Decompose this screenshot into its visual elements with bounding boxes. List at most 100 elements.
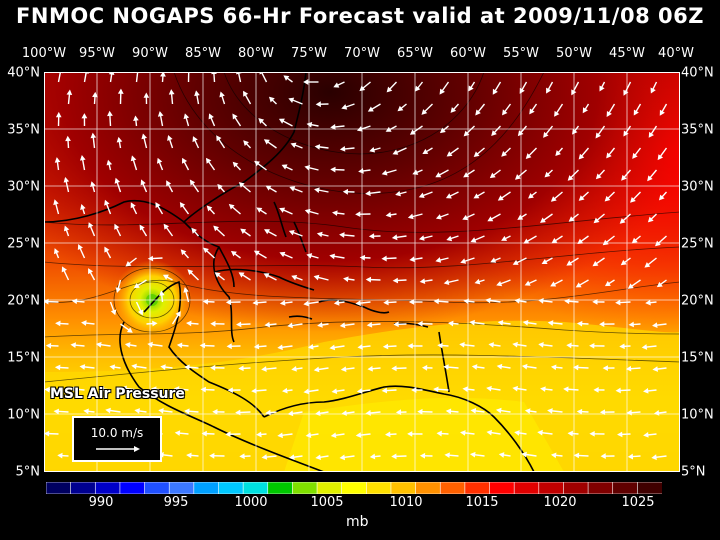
wind-arrowhead bbox=[543, 131, 549, 138]
wind-arrowhead bbox=[147, 255, 154, 262]
reference-arrow-icon bbox=[96, 446, 140, 452]
wind-arrowhead bbox=[460, 258, 467, 264]
page-title: FNMOC NOGAPS 66-Hr Forecast valid at 200… bbox=[16, 4, 704, 28]
wind-arrowhead bbox=[575, 282, 582, 288]
wind-arrowhead bbox=[502, 109, 508, 116]
wind-arrowhead bbox=[572, 128, 578, 135]
wind-arrowhead bbox=[140, 179, 146, 186]
wind-arrowhead bbox=[433, 298, 439, 305]
wind-arrowhead bbox=[214, 272, 221, 278]
lat-label: 40°N bbox=[7, 65, 40, 81]
wind-arrowhead bbox=[382, 343, 389, 350]
colorbar-swatch bbox=[587, 482, 614, 494]
colorbar-swatch bbox=[637, 482, 662, 494]
lat-label: 20°N bbox=[7, 293, 40, 309]
wind-arrowhead bbox=[359, 85, 366, 92]
wind-arrowhead bbox=[573, 452, 580, 459]
wind-arrowhead bbox=[131, 363, 137, 370]
wind-arrowhead bbox=[366, 321, 373, 328]
wind-arrow bbox=[135, 72, 139, 83]
wind-arrowhead bbox=[279, 300, 286, 306]
wind-arrowhead bbox=[329, 253, 335, 260]
wind-arrowhead bbox=[657, 154, 664, 161]
wind-arrowhead bbox=[515, 174, 521, 180]
wind-arrowhead bbox=[209, 452, 215, 459]
wind-arrowhead bbox=[81, 320, 87, 326]
wind-arrowhead bbox=[501, 150, 508, 157]
wind-arrowhead bbox=[313, 274, 320, 281]
wind-arrowhead bbox=[216, 135, 222, 142]
colorbar-swatch bbox=[341, 482, 367, 494]
colorbar-swatch bbox=[193, 482, 220, 494]
colorbar-swatch bbox=[563, 482, 589, 494]
wind-arrowhead bbox=[61, 266, 67, 273]
wind-arrowhead bbox=[435, 257, 442, 263]
wind-arrowhead bbox=[547, 408, 553, 414]
wind-arrowhead bbox=[547, 320, 554, 326]
wind-arrowhead bbox=[385, 431, 391, 438]
wind-arrowhead bbox=[409, 256, 415, 263]
wind-arrowhead bbox=[339, 454, 346, 461]
wind-arrowhead bbox=[156, 157, 163, 164]
lat-label: 35°N bbox=[681, 122, 714, 138]
wind-arrowhead bbox=[495, 407, 502, 414]
wind-arrowhead bbox=[202, 298, 209, 305]
wind-arrowhead bbox=[392, 277, 399, 284]
wind-arrowhead bbox=[446, 235, 453, 242]
colorbar-swatch bbox=[218, 482, 244, 494]
wind-arrowhead bbox=[514, 430, 520, 436]
wind-arrowhead bbox=[339, 232, 345, 238]
wind-arrowhead bbox=[219, 91, 225, 98]
wind-arrow bbox=[260, 72, 268, 83]
wind-arrowhead bbox=[462, 214, 469, 221]
wind-arrowhead bbox=[551, 237, 558, 244]
wind-arrowhead bbox=[486, 385, 492, 392]
wind-arrowhead bbox=[653, 410, 660, 416]
wind-arrowhead bbox=[143, 92, 150, 98]
wind-arrowhead bbox=[385, 212, 392, 218]
colorbar-swatch bbox=[292, 482, 318, 494]
wind-arrowhead bbox=[571, 89, 577, 96]
wind-arrowhead bbox=[226, 343, 232, 350]
wind-arrowhead bbox=[251, 387, 257, 394]
wind-arrowhead bbox=[435, 172, 442, 178]
wind-arrowhead bbox=[357, 344, 363, 350]
wind-arrowhead bbox=[469, 319, 475, 326]
colorbar-swatch bbox=[538, 482, 565, 494]
wind-arrowhead bbox=[652, 366, 659, 372]
colorbar-swatch bbox=[119, 482, 146, 494]
lon-label: 85°W bbox=[185, 46, 221, 61]
wind-arrowhead bbox=[409, 129, 416, 135]
wind-arrowhead bbox=[490, 257, 497, 263]
lat-label: 20°N bbox=[681, 293, 714, 309]
wind-arrowhead bbox=[315, 101, 321, 108]
wind-arrowhead bbox=[179, 202, 186, 208]
wind-arrowhead bbox=[365, 410, 371, 416]
wind-arrowhead bbox=[200, 386, 206, 393]
wind-arrowhead bbox=[278, 118, 285, 124]
wind-arrowhead bbox=[53, 248, 60, 255]
wind-arrowhead bbox=[369, 146, 376, 153]
wind-arrowhead bbox=[439, 127, 446, 134]
wind-arrowhead bbox=[253, 250, 260, 256]
lat-label: 30°N bbox=[7, 179, 40, 195]
colorbar-label: 1005 bbox=[310, 495, 344, 510]
wind-arrowhead bbox=[88, 268, 94, 275]
wind-arrowhead bbox=[392, 149, 399, 155]
lat-label: 10°N bbox=[7, 407, 40, 423]
wind-arrowhead bbox=[254, 160, 260, 167]
wind-arrowhead bbox=[615, 299, 621, 306]
wind-arrowhead bbox=[492, 88, 498, 95]
colorbar-swatch bbox=[415, 482, 441, 494]
wind-arrowhead bbox=[88, 222, 94, 229]
wind-arrowhead bbox=[282, 387, 288, 394]
wind-arrowhead bbox=[445, 408, 452, 415]
wind-arrowhead bbox=[303, 388, 310, 395]
colorbar-swatch bbox=[94, 482, 121, 494]
wind-arrowhead bbox=[652, 322, 658, 328]
wind-arrowhead bbox=[281, 164, 288, 170]
wind-arrowhead bbox=[422, 148, 429, 155]
wind-arrowhead bbox=[125, 261, 132, 267]
wind-arrowhead bbox=[339, 146, 346, 152]
wind-arrowhead bbox=[238, 182, 245, 188]
